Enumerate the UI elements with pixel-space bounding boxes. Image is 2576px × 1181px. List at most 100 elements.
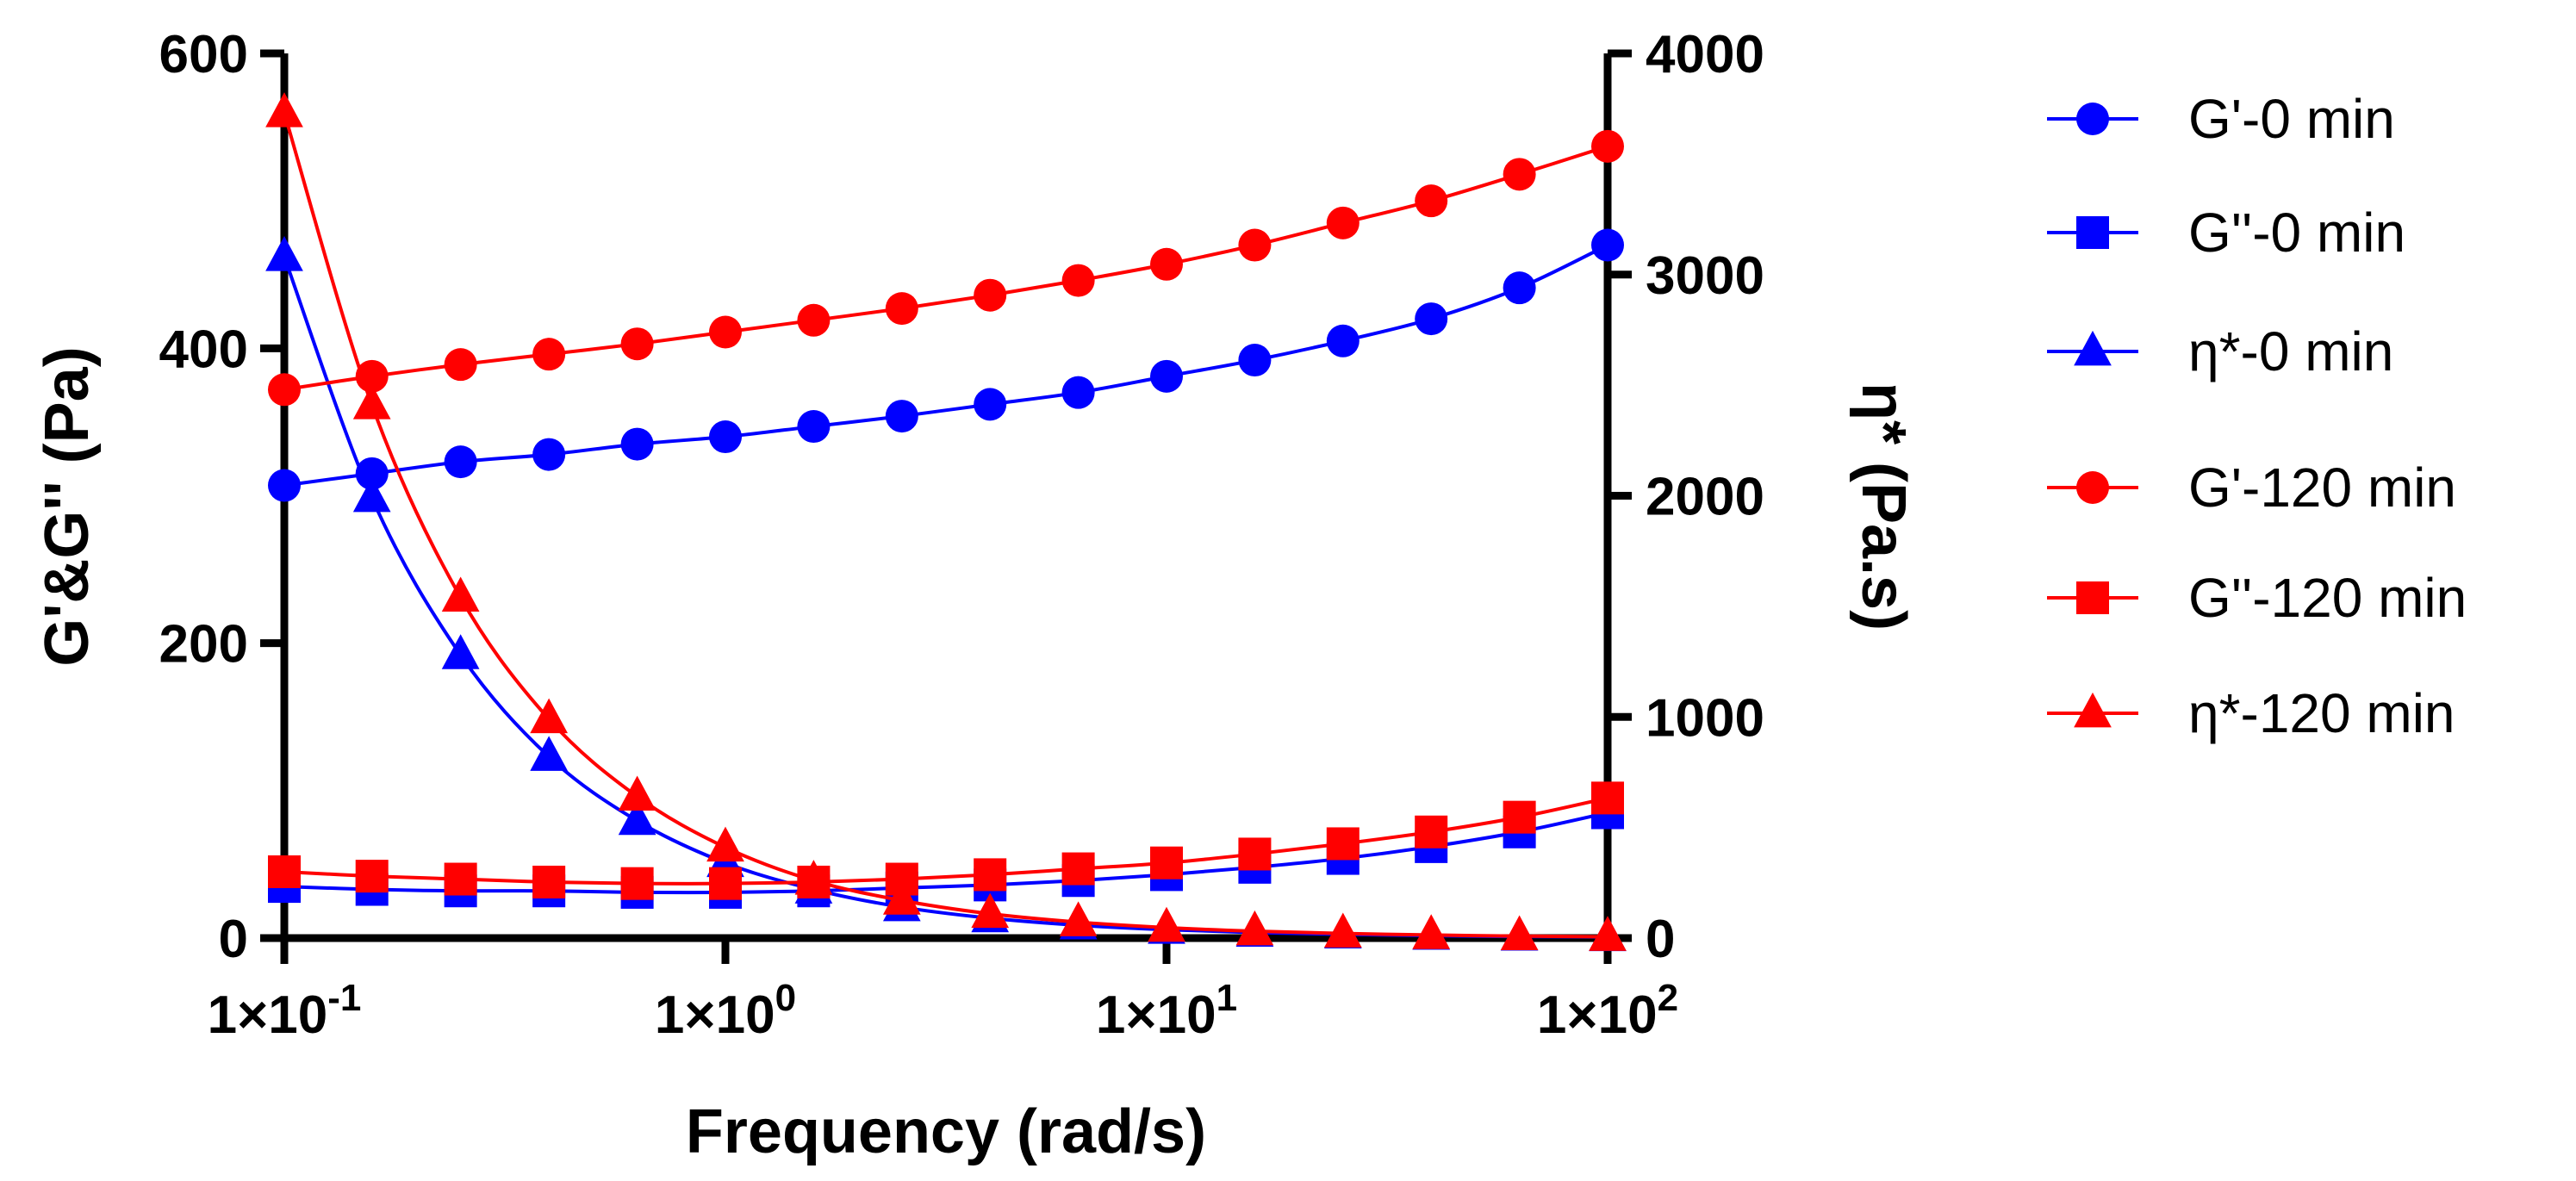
data-point (532, 338, 566, 371)
data-point (441, 634, 480, 669)
data-point (974, 388, 1007, 421)
data-point (1591, 129, 1624, 163)
y2-tick-label: 3000 (1646, 246, 1764, 306)
legend-item: η*-120 min (2047, 682, 2455, 744)
series-3 (268, 129, 1624, 407)
axes: 0 200 400 600 0 1000 2000 3000 4000 1×10-1 1×100 1×… (159, 25, 1764, 1045)
y-axis-title: G'&G'' (Pa) (33, 346, 102, 666)
data-point (1412, 914, 1451, 949)
data-point (355, 860, 389, 893)
legend-marker (2074, 330, 2112, 366)
data-point (974, 278, 1007, 312)
y2-tick-label: 4000 (1646, 25, 1764, 84)
series-line (283, 796, 1608, 886)
legend: G'-0 min G''-0 min η*-0 min G'-120 min G''-1… (2047, 88, 2467, 744)
y-tick-label: 400 (159, 320, 248, 379)
legend-label: G'-0 min (2188, 88, 2395, 150)
data-point (1150, 247, 1183, 281)
series-0 (268, 228, 1624, 502)
data-point (352, 476, 391, 513)
data-point (974, 858, 1007, 892)
data-point (797, 410, 831, 444)
series-line (283, 811, 1608, 895)
data-point (1326, 206, 1360, 239)
legend-item: G'-0 min (2047, 88, 2395, 150)
series-layer (265, 92, 1627, 952)
data-point (532, 865, 566, 898)
legend-label: G''-120 min (2188, 567, 2467, 629)
legend-item: G''-120 min (2047, 567, 2467, 629)
data-point (1061, 376, 1095, 409)
data-point (885, 292, 918, 326)
legend-marker (2076, 216, 2109, 249)
data-point (1059, 901, 1098, 936)
data-point (709, 315, 742, 349)
legend-label: G'-120 min (2188, 457, 2456, 519)
data-point (1323, 912, 1362, 948)
data-point (268, 469, 301, 502)
legend-label: η*-0 min (2188, 320, 2393, 382)
data-point (444, 862, 477, 896)
data-point (268, 855, 301, 888)
data-point (1589, 916, 1627, 951)
y2-tick-label: 1000 (1646, 688, 1764, 748)
legend-marker (2076, 103, 2109, 135)
legend-marker (2076, 581, 2109, 614)
data-point (530, 736, 568, 771)
data-point (265, 92, 303, 127)
data-point (441, 576, 480, 612)
data-point (620, 327, 654, 361)
data-point (709, 867, 742, 900)
data-point (709, 420, 742, 454)
legend-label: G''-0 min (2188, 202, 2405, 264)
data-point (1415, 184, 1448, 218)
legend-item: η*-0 min (2047, 320, 2393, 382)
data-point (1061, 264, 1095, 297)
data-point (1503, 271, 1536, 305)
series-line (283, 144, 1608, 392)
data-point (1150, 846, 1183, 880)
data-point (1326, 324, 1360, 357)
data-point (265, 236, 303, 271)
data-point (706, 826, 744, 862)
data-point (444, 348, 477, 382)
data-point (1503, 800, 1536, 834)
data-point (1591, 228, 1624, 262)
legend-item: G'-120 min (2047, 457, 2456, 519)
y-tick-label: 0 (219, 910, 248, 969)
data-point (530, 698, 568, 734)
data-point (618, 775, 656, 811)
data-point (882, 880, 921, 915)
series-line (283, 112, 1608, 939)
y2-tick-label: 2000 (1646, 468, 1764, 527)
series-line (283, 243, 1608, 488)
data-point (620, 867, 654, 900)
data-point (1500, 915, 1539, 951)
data-point (1591, 781, 1624, 815)
data-point (1238, 344, 1272, 377)
x-tick-label: 1×100 (655, 977, 796, 1045)
data-point (1150, 359, 1183, 393)
y2-tick-label: 0 (1646, 910, 1675, 969)
data-point (620, 427, 654, 461)
data-point (1238, 228, 1272, 262)
legend-label: η*-120 min (2188, 682, 2455, 744)
legend-item: G''-0 min (2047, 202, 2405, 264)
y-tick-label: 600 (159, 25, 248, 84)
x-axis-title: Frequency (rad/s) (686, 1097, 1206, 1166)
data-point (352, 384, 391, 420)
data-point (797, 303, 831, 337)
y2-axis-title: η* (Pa.s) (1849, 382, 1918, 631)
data-point (268, 373, 301, 407)
data-point (885, 400, 918, 433)
data-point (1238, 837, 1272, 871)
series-4 (268, 781, 1624, 900)
data-point (444, 445, 477, 479)
data-point (1061, 852, 1095, 886)
data-point (1415, 302, 1448, 336)
data-point (971, 892, 1010, 929)
data-point (1235, 910, 1274, 946)
x-tick-label: 1×102 (1537, 977, 1678, 1045)
data-point (618, 799, 656, 836)
series-5 (265, 92, 1627, 951)
